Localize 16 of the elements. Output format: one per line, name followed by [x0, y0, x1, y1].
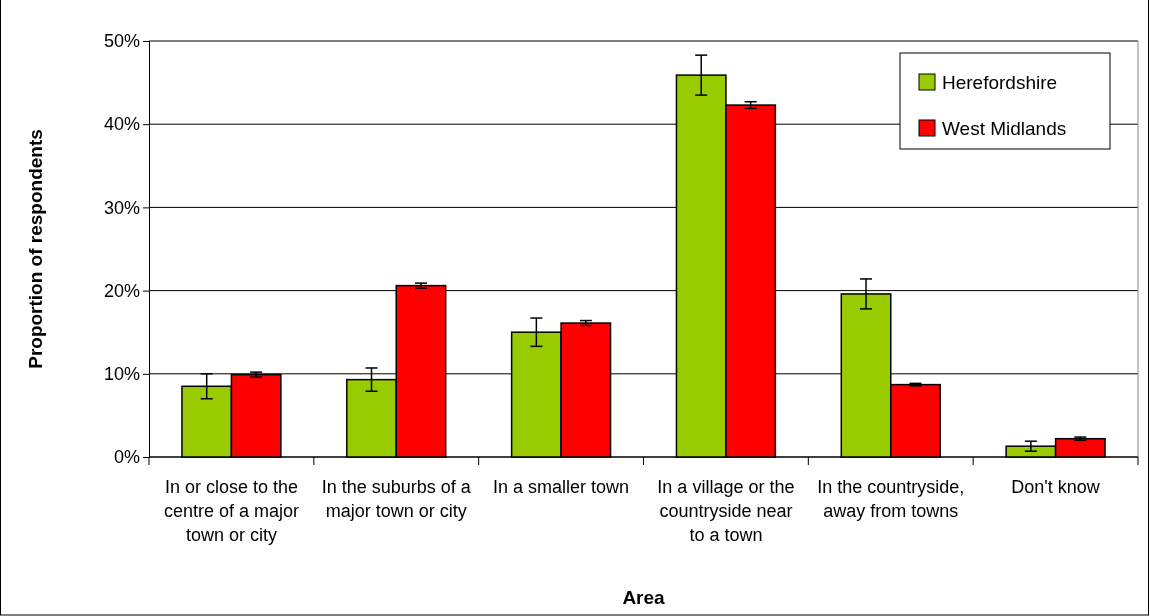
y-tick-label: 10% — [103, 364, 140, 385]
x-axis-title: Area — [622, 587, 666, 608]
x-tick-label: In or close to the centre of a major town or city — [163, 477, 299, 545]
x-tick-label: In the suburbs of a major town or city — [321, 477, 472, 521]
legend-label: Herefordshire — [942, 72, 1058, 93]
legend-label: West Midlands — [942, 118, 1067, 139]
y-axis-title: Proportion of respondents — [25, 129, 46, 369]
y-tick-label: 40% — [103, 114, 140, 135]
x-tick-label: Don't know — [1011, 477, 1101, 497]
y-tick-label: 0% — [113, 447, 140, 468]
y-tick-label: 50% — [103, 31, 140, 52]
x-tick-label: In a village or the countryside near to a town — [657, 477, 795, 545]
x-tick-label: In the countryside, away from towns — [817, 477, 965, 521]
y-tick-label: 30% — [103, 197, 140, 218]
y-tick-label: 20% — [103, 280, 140, 301]
x-tick-label: In a smaller town — [493, 477, 630, 497]
